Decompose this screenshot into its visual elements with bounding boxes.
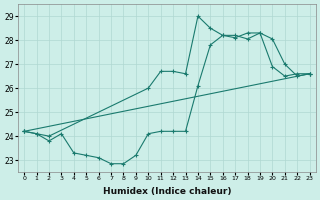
X-axis label: Humidex (Indice chaleur): Humidex (Indice chaleur) xyxy=(103,187,231,196)
